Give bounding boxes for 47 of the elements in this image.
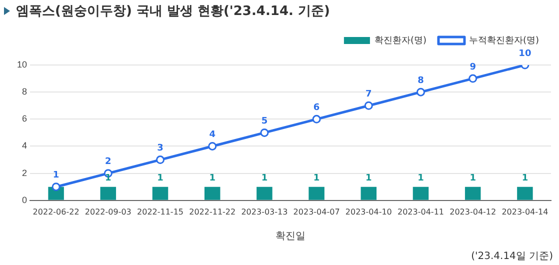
data-label: 1 — [366, 174, 372, 184]
data-label: 6 — [313, 103, 320, 114]
y-tick-label: 2 — [22, 168, 28, 178]
y-tick-label: 8 — [22, 86, 28, 97]
data-label: 4 — [209, 130, 216, 140]
data-label: 1 — [52, 170, 60, 181]
legend-label: 누적확진환자(명) — [468, 36, 540, 46]
point — [52, 182, 60, 192]
legend-label: 확진환자(명) — [374, 36, 426, 46]
point — [208, 142, 217, 150]
point — [156, 156, 165, 164]
x-tick-label: 2022-11-22 — [189, 207, 236, 216]
data-label: 10 — [518, 48, 532, 59]
x-axis-title: 확진일 — [276, 230, 306, 242]
point — [416, 88, 426, 96]
text: ('23.4.14일 기준) — [471, 250, 553, 263]
point — [260, 128, 269, 137]
point — [468, 74, 478, 83]
data-label: 5 — [261, 116, 268, 127]
data-label: 8 — [418, 76, 424, 86]
point — [364, 101, 373, 110]
data-label: 1 — [470, 174, 476, 184]
x-tick-label: 2023-04-07 — [293, 207, 340, 216]
data-label: 1 — [209, 174, 216, 184]
data-label: 7 — [366, 89, 372, 100]
data-label: 1 — [313, 174, 320, 184]
y-tick-label: 6 — [22, 114, 28, 124]
data-label: 2 — [105, 157, 112, 168]
data-label: 1 — [522, 174, 528, 184]
x-tick-label: 2023-04-12 — [450, 207, 496, 216]
y-tick-label: 10 — [16, 59, 28, 70]
data-label: 1 — [418, 174, 424, 184]
chart-title: 엠폭스(원숭이두창) 국내 발생 현황('23.4.14. 기준) — [16, 3, 330, 20]
data-label: 1 — [157, 174, 164, 184]
point — [312, 114, 321, 124]
x-tick-label: 2023-03-13 — [241, 207, 288, 216]
x-tick-label: 2023-04-14 — [502, 207, 548, 216]
x-tick-label: 2022-09-03 — [84, 207, 132, 216]
data-label: 1 — [261, 174, 268, 184]
data-label: 9 — [470, 62, 476, 72]
data-label: 3 — [157, 144, 164, 154]
x-tick-label: 2023-04-11 — [398, 207, 444, 216]
y-tick-label: 4 — [22, 140, 28, 151]
x-tick-label: 2022-11-15 — [137, 207, 184, 216]
y-tick-label: 0 — [22, 194, 28, 205]
x-tick-label: 2022-06-22 — [32, 207, 80, 216]
x-tick-label: 2023-04-10 — [345, 207, 392, 216]
